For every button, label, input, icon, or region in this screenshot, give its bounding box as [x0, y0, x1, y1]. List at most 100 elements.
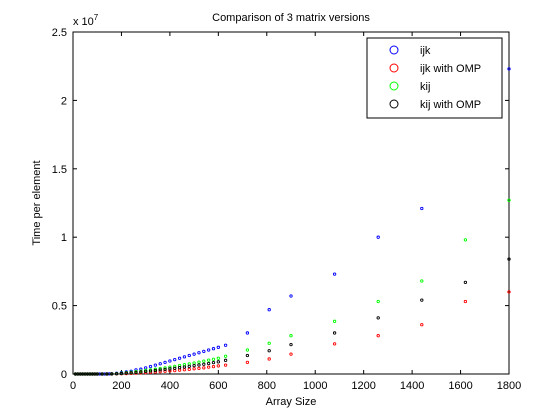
legend-marker — [389, 63, 399, 73]
y-tick-label: 1 — [61, 232, 67, 244]
data-point — [376, 334, 380, 338]
data-point — [289, 352, 293, 356]
data-point — [182, 355, 187, 359]
y-tick-label: 0 — [61, 369, 67, 381]
x-tick-label: 400 — [161, 380, 179, 392]
legend-marker — [389, 99, 399, 109]
x-tick-label: 0 — [70, 380, 76, 392]
data-point — [134, 370, 138, 375]
data-point — [163, 369, 167, 373]
data-point — [105, 372, 109, 376]
data-point — [202, 349, 206, 354]
data-point — [177, 356, 182, 360]
data-point — [148, 364, 153, 369]
data-points — [73, 67, 511, 376]
x-tick-label: 1400 — [400, 380, 424, 392]
legend-label: ijk — [420, 45, 431, 57]
data-point — [216, 360, 220, 364]
data-point — [158, 366, 162, 371]
legend-label: ijk with OMP — [420, 63, 481, 75]
data-point — [507, 67, 511, 71]
data-point — [206, 348, 211, 352]
y-tick-label: 1.5 — [52, 164, 67, 176]
data-point — [211, 357, 216, 361]
data-point — [163, 366, 167, 370]
data-point — [139, 370, 143, 374]
legend-marker — [389, 45, 399, 55]
legend: ijk ijk with OMP kij kij with OMP — [366, 37, 503, 119]
data-point — [507, 198, 511, 202]
data-point — [206, 358, 211, 362]
y-tick-label: 0.5 — [52, 301, 67, 313]
data-point — [206, 365, 211, 369]
data-point — [192, 352, 196, 356]
data-point — [192, 367, 196, 371]
data-point — [163, 367, 167, 371]
y-exponent-power: 7 — [94, 13, 99, 22]
y-axis-title: Time per element — [31, 160, 43, 245]
data-point — [420, 206, 424, 211]
x-tick-label: 1200 — [351, 380, 375, 392]
data-point — [182, 365, 187, 369]
data-point — [463, 238, 468, 242]
data-point — [202, 362, 206, 366]
data-point — [158, 368, 162, 372]
data-point — [206, 361, 211, 366]
data-point — [267, 349, 271, 353]
data-point — [223, 354, 228, 358]
data-point — [187, 364, 191, 368]
y-tick-label: 2.5 — [52, 27, 67, 39]
data-point — [332, 319, 337, 323]
data-point — [119, 371, 124, 376]
x-tick-label: 1000 — [303, 380, 327, 392]
data-point — [289, 334, 293, 338]
data-point — [332, 342, 337, 346]
data-point — [223, 363, 228, 367]
x-tick-label: 600 — [209, 380, 227, 392]
data-point — [420, 279, 424, 283]
data-point — [129, 371, 133, 375]
data-point — [267, 357, 271, 361]
chart-title: Comparison of 3 matrix versions — [212, 12, 370, 24]
data-point — [267, 341, 271, 345]
data-point — [158, 370, 162, 374]
data-point — [420, 323, 424, 327]
data-point — [148, 369, 153, 373]
data-point — [173, 364, 177, 368]
y-axis: 0 0.5 1 1.5 2 2.5 — [52, 27, 509, 381]
data-point — [187, 353, 191, 358]
data-point — [216, 356, 220, 360]
data-point — [202, 359, 206, 363]
data-point — [216, 364, 220, 368]
data-point — [376, 316, 380, 320]
legend-label: kij with OMP — [420, 99, 481, 111]
data-point — [376, 299, 380, 304]
data-point — [100, 372, 104, 376]
data-point — [245, 353, 250, 358]
data-point — [289, 342, 293, 347]
x-tick-label: 1600 — [448, 380, 472, 392]
data-point — [420, 298, 424, 302]
data-point — [245, 360, 250, 365]
data-point — [163, 360, 167, 365]
data-point — [245, 331, 250, 335]
data-point — [507, 290, 511, 294]
data-point — [168, 367, 172, 371]
x-axis-title: Array Size — [266, 396, 317, 408]
x-tick-label: 800 — [258, 380, 276, 392]
data-point — [507, 257, 511, 261]
y-exponent-label: x 107 — [73, 13, 99, 28]
data-point — [173, 366, 177, 370]
data-point — [197, 351, 201, 355]
data-point — [223, 343, 228, 347]
data-point — [158, 362, 162, 366]
data-point — [463, 280, 468, 284]
x-tick-label: 200 — [112, 380, 130, 392]
data-point — [267, 308, 271, 312]
data-point — [95, 372, 99, 376]
data-point — [289, 294, 293, 298]
data-point — [332, 272, 337, 276]
data-point — [245, 348, 250, 352]
data-point — [216, 345, 220, 349]
